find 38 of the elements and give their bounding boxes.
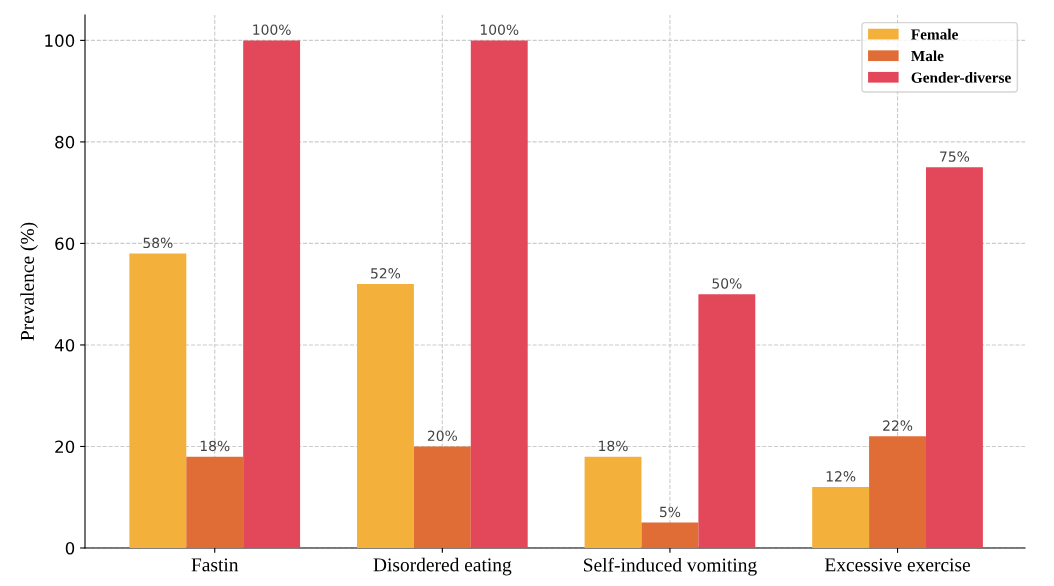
bar	[925, 167, 983, 548]
data-label: 18%	[200, 440, 230, 452]
data-label: 5%	[659, 506, 681, 518]
bar	[812, 487, 870, 548]
bar	[186, 456, 244, 548]
data-label: 100%	[480, 24, 519, 35]
data-label: 58%	[143, 237, 173, 249]
x-tick-label: Fastin	[191, 558, 239, 572]
data-label: 12%	[826, 471, 856, 482]
data-label: 100%	[253, 24, 291, 35]
bar	[470, 40, 528, 548]
data-label: 52%	[371, 268, 401, 279]
y-tick-label: 0	[65, 541, 75, 555]
data-label: 50%	[712, 278, 742, 289]
bar	[698, 294, 756, 548]
bar	[243, 40, 301, 548]
legend-label: Female	[911, 28, 958, 40]
x-tick-label: Self-induced vomiting	[584, 557, 757, 576]
bar	[413, 446, 471, 548]
bar	[356, 284, 414, 548]
data-label: 22%	[883, 420, 913, 431]
bar	[641, 522, 699, 548]
y-tick-label: 100	[45, 34, 75, 47]
x-tick-label: Disordered eating	[373, 557, 512, 576]
bar	[584, 456, 642, 548]
y-axis-title: Prevalence (%)	[20, 222, 38, 341]
legend-label: Male	[911, 50, 944, 62]
bar	[129, 253, 187, 548]
y-tick-label: 80	[55, 135, 75, 149]
data-label: 18%	[599, 440, 628, 452]
y-tick-label: 60	[55, 237, 75, 250]
x-tick-label: Excessive exercise	[824, 558, 971, 572]
data-label: 75%	[940, 151, 970, 162]
data-label: 20%	[427, 430, 458, 442]
legend-label: Gender-diverse	[911, 72, 1011, 83]
y-tick-label: 20	[55, 440, 75, 454]
y-tick-label: 40	[54, 338, 75, 352]
bar	[869, 436, 926, 548]
